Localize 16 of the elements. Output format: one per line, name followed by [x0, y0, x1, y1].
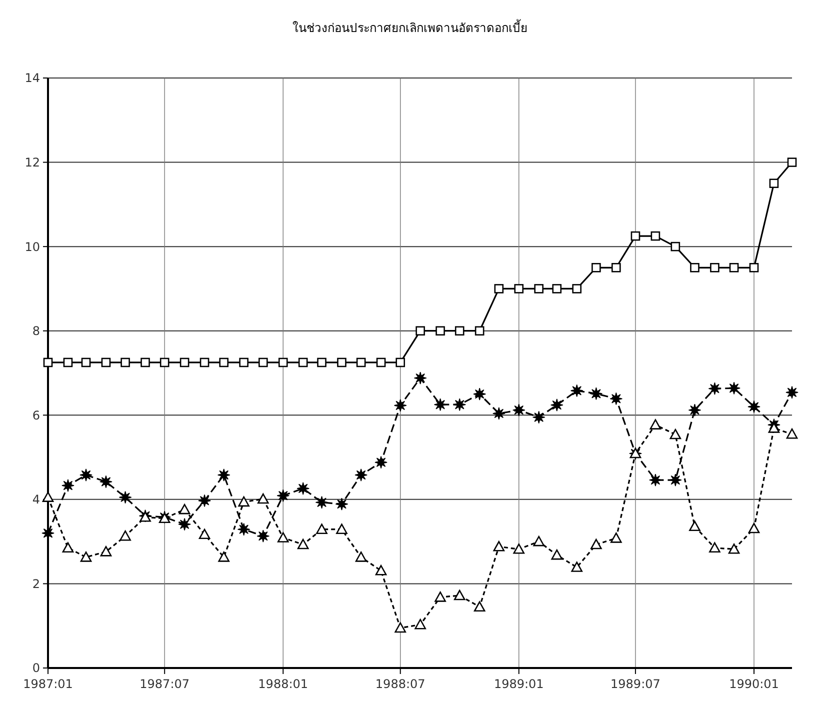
x-tick-label: 1989:01	[494, 677, 544, 691]
x-tick-label: 1987:01	[23, 677, 73, 691]
x-tick-label: 1989:07	[610, 677, 660, 691]
y-tick-label: 8	[32, 324, 40, 338]
y-tick-label: 12	[24, 155, 40, 170]
x-tick-label: 1988:01	[258, 677, 308, 691]
y-tick-label: 2	[32, 576, 40, 591]
y-tick-label: 10	[24, 240, 40, 254]
y-tick-label: 6	[32, 408, 40, 422]
x-tick-label: 1987:07	[140, 677, 190, 691]
x-tick-label: 1990:01	[729, 677, 779, 691]
y-tick-label: 14	[24, 71, 40, 86]
chart-title: ในช่วงก่อนประกาศยกเลิกเพดานอัตราดอกเบี้ย	[292, 19, 528, 35]
x-tick-label: 1988:07	[375, 677, 426, 691]
y-tick-label: 0	[32, 661, 40, 676]
y-tick-label: 4	[32, 492, 40, 507]
